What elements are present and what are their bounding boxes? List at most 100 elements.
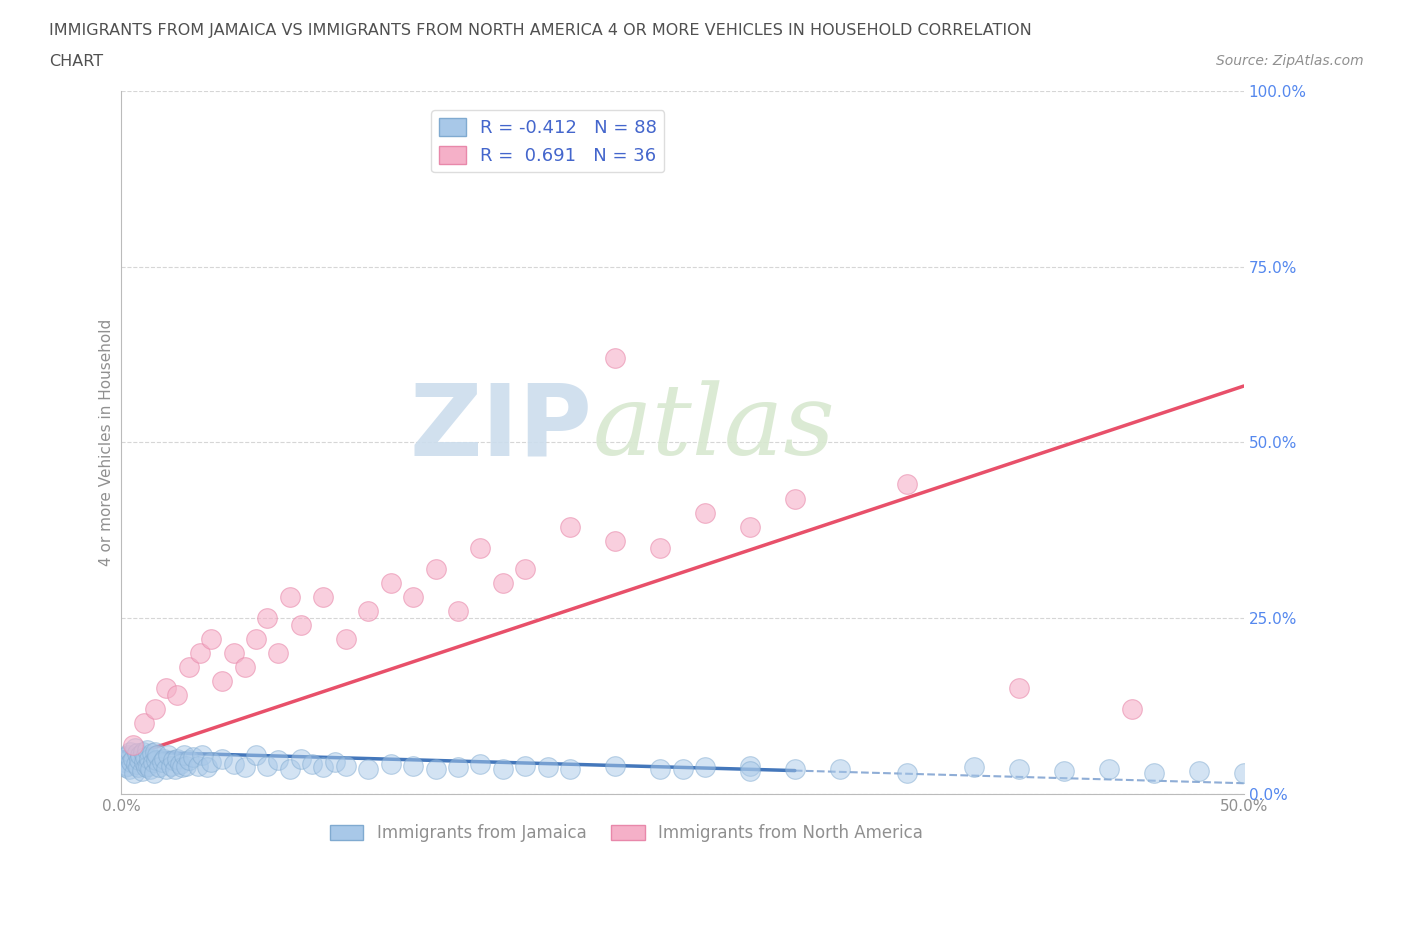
Point	[142, 755, 165, 770]
Point	[153, 751, 176, 766]
Point	[267, 752, 290, 767]
Point	[312, 760, 335, 775]
Point	[177, 752, 200, 767]
Point	[117, 748, 139, 763]
Text: IMMIGRANTS FROM JAMAICA VS IMMIGRANTS FROM NORTH AMERICA 4 OR MORE VEHICLES IN H: IMMIGRANTS FROM JAMAICA VS IMMIGRANTS FR…	[49, 23, 1032, 38]
Point	[121, 751, 143, 766]
Point	[170, 760, 193, 775]
Point	[402, 758, 425, 773]
Point	[188, 645, 211, 660]
Point	[515, 758, 537, 773]
Point	[1233, 765, 1256, 780]
Point	[693, 505, 716, 520]
Point	[492, 762, 515, 777]
Point	[245, 748, 267, 763]
Point	[470, 540, 492, 555]
Point	[121, 737, 143, 752]
Point	[267, 645, 290, 660]
Point	[693, 760, 716, 775]
Point	[200, 631, 222, 646]
Point	[211, 751, 233, 766]
Point	[245, 631, 267, 646]
Point	[165, 762, 187, 777]
Point	[425, 562, 447, 577]
Point	[127, 760, 149, 775]
Point	[648, 540, 671, 555]
Point	[191, 748, 214, 763]
Y-axis label: 4 or more Vehicles in Household: 4 or more Vehicles in Household	[100, 319, 114, 565]
Point	[136, 758, 159, 773]
Point	[560, 519, 582, 534]
Point	[447, 604, 470, 618]
Point	[125, 757, 148, 772]
Point	[141, 746, 163, 761]
Point	[138, 751, 160, 766]
Point	[142, 765, 165, 780]
Point	[150, 755, 173, 770]
Point	[143, 744, 166, 759]
Point	[783, 762, 806, 777]
Point	[162, 752, 184, 767]
Point	[648, 762, 671, 777]
Point	[335, 758, 357, 773]
Point	[122, 765, 145, 780]
Point	[166, 751, 188, 766]
Point	[1121, 702, 1143, 717]
Point	[335, 631, 357, 646]
Point	[222, 645, 245, 660]
Point	[135, 760, 157, 775]
Point	[605, 533, 627, 548]
Point	[290, 618, 312, 632]
Point	[425, 762, 447, 777]
Point	[301, 757, 323, 772]
Point	[1008, 681, 1031, 696]
Point	[128, 752, 150, 767]
Point	[256, 758, 278, 773]
Point	[166, 688, 188, 703]
Point	[1188, 764, 1211, 778]
Point	[738, 519, 761, 534]
Point	[896, 477, 918, 492]
Point	[132, 755, 155, 770]
Point	[447, 760, 470, 775]
Point	[515, 562, 537, 577]
Point	[211, 674, 233, 689]
Point	[1098, 762, 1121, 777]
Point	[114, 750, 136, 764]
Point	[131, 764, 153, 778]
Point	[157, 748, 180, 763]
Point	[120, 755, 142, 770]
Point	[155, 681, 177, 696]
Point	[114, 760, 136, 775]
Point	[124, 740, 146, 755]
Point	[963, 760, 986, 775]
Point	[118, 762, 141, 777]
Point	[176, 758, 198, 773]
Point	[139, 762, 162, 777]
Point	[125, 746, 148, 761]
Point	[233, 659, 256, 674]
Point	[323, 755, 346, 770]
Point	[278, 590, 301, 604]
Point	[195, 760, 218, 775]
Point	[896, 765, 918, 780]
Point	[380, 576, 402, 591]
Point	[134, 750, 156, 764]
Point	[112, 755, 135, 770]
Point	[470, 757, 492, 772]
Legend: Immigrants from Jamaica, Immigrants from North America: Immigrants from Jamaica, Immigrants from…	[323, 817, 929, 849]
Point	[131, 744, 153, 759]
Text: atlas: atlas	[593, 380, 835, 476]
Point	[357, 762, 380, 777]
Point	[200, 755, 222, 770]
Point	[1008, 762, 1031, 777]
Point	[145, 752, 167, 767]
Point	[828, 762, 851, 777]
Point	[1053, 764, 1076, 778]
Point	[357, 604, 380, 618]
Point	[120, 744, 142, 759]
Point	[115, 758, 138, 773]
Point	[148, 760, 170, 775]
Point	[312, 590, 335, 604]
Point	[132, 716, 155, 731]
